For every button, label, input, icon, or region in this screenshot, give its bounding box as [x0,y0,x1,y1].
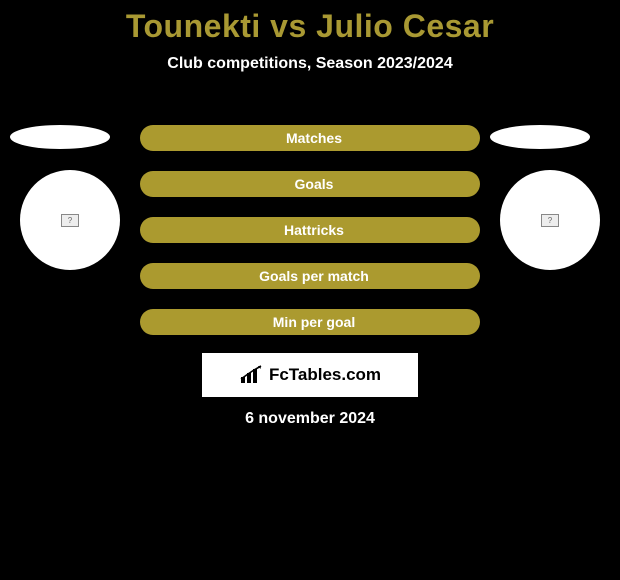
stat-bar-hattricks: Hattricks [140,217,480,243]
flag-icon: ? [541,214,559,227]
stat-label: Matches [278,130,342,146]
title-player2: Julio Cesar [316,8,494,44]
player-shadow-left [10,125,110,149]
subtitle: Club competitions, Season 2023/2024 [0,55,620,73]
stat-label: Hattricks [276,222,344,238]
stat-bars: Matches Goals Hattricks Goals per match … [140,125,480,355]
page-title: Tounekti vs Julio Cesar [0,0,620,45]
player-shadow-right [490,125,590,149]
logo-box: FcTables.com [202,353,418,397]
title-player1: Tounekti [126,8,261,44]
stat-bar-mpg: Min per goal [140,309,480,335]
stat-bar-goals: Goals [140,171,480,197]
stat-bar-matches: Matches [140,125,480,151]
title-vs: vs [270,8,307,44]
chart-icon [239,365,265,385]
stat-bar-gpm: Goals per match [140,263,480,289]
player-avatar-right: ? [500,170,600,270]
player-avatar-left: ? [20,170,120,270]
stat-label: Goals [287,176,334,192]
logo: FcTables.com [239,365,381,385]
flag-icon: ? [61,214,79,227]
stat-label: Goals per match [251,268,369,284]
date-label: 6 november 2024 [0,410,620,428]
logo-text: FcTables.com [269,365,381,385]
stat-label: Min per goal [265,314,355,330]
